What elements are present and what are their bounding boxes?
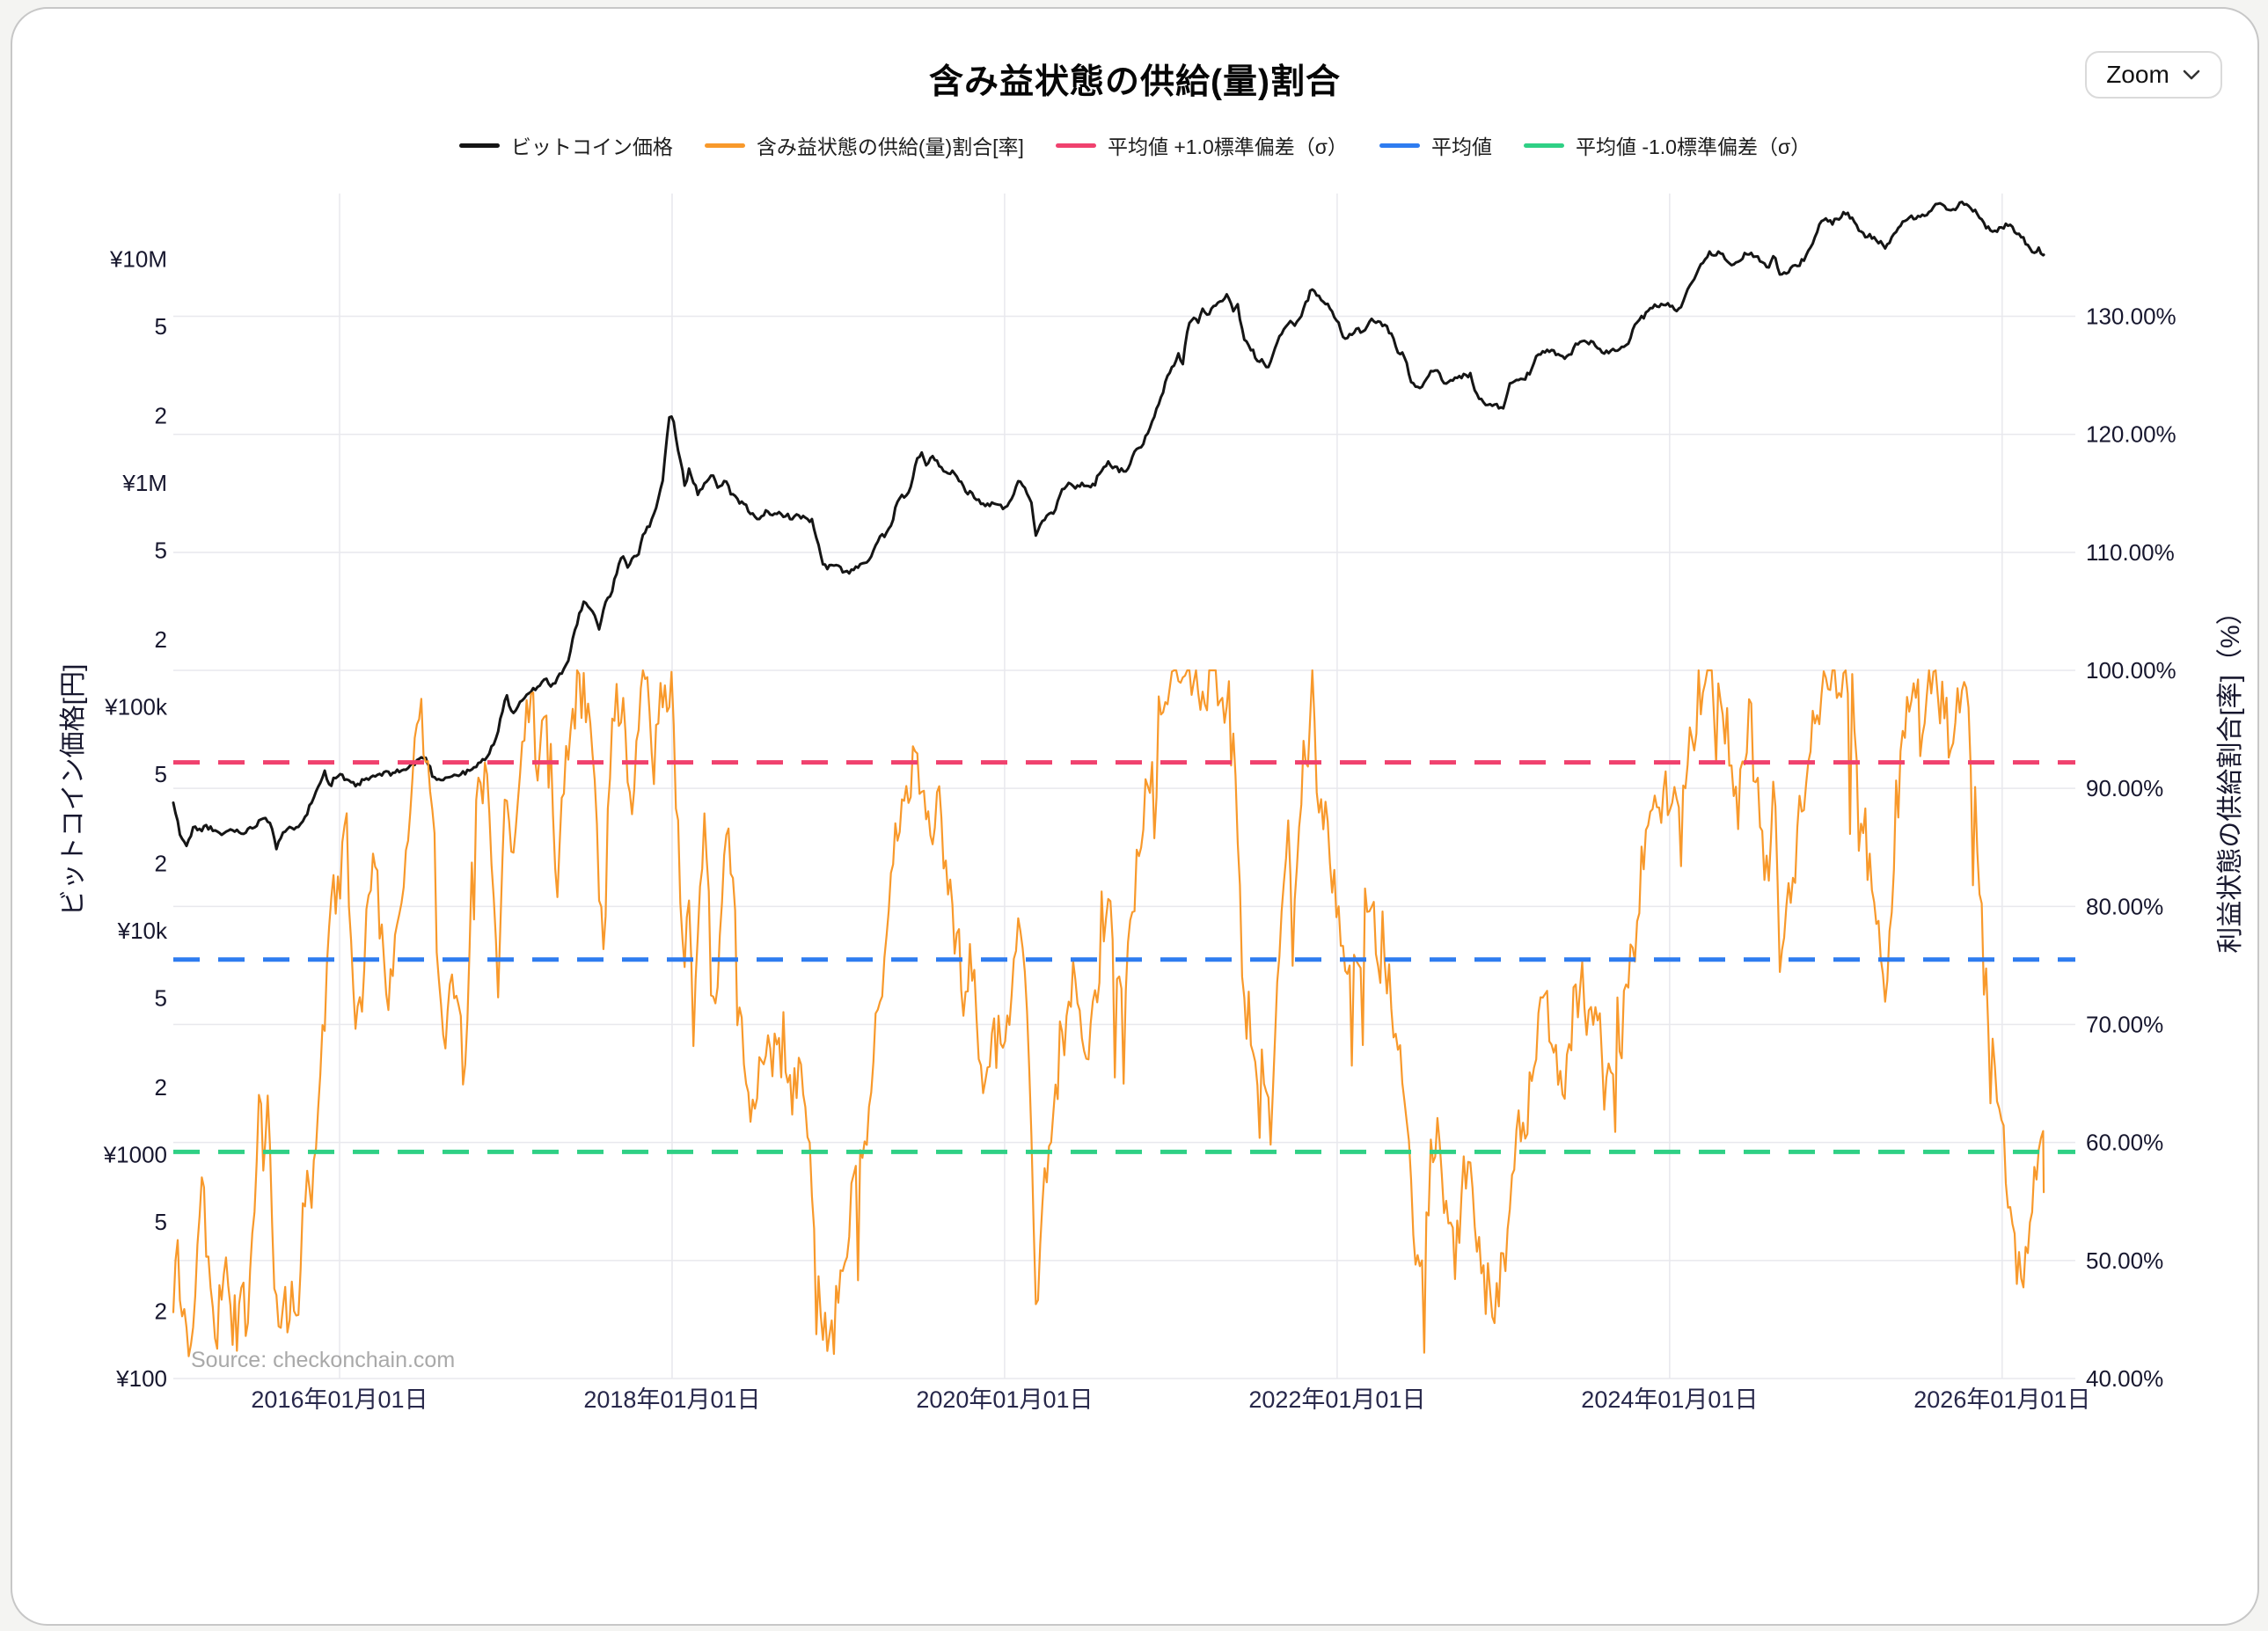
svg-text:2020年01月01日: 2020年01月01日 <box>916 1386 1093 1413</box>
svg-text:5: 5 <box>155 538 167 564</box>
svg-text:¥1M: ¥1M <box>121 470 167 496</box>
svg-text:40.00%: 40.00% <box>2086 1365 2163 1392</box>
legend-item-0[interactable]: ビットコイン価格 <box>458 130 673 160</box>
legend-item-label: 平均値 <box>1430 135 1492 158</box>
svg-text:2016年01月01日: 2016年01月01日 <box>251 1386 428 1413</box>
svg-text:100.00%: 100.00% <box>2086 657 2177 684</box>
chart-title: 含み益状態の供給(量)割合 <box>929 63 1341 101</box>
left-axis-title: ビットコイン価格[円] <box>59 663 88 917</box>
svg-text:2: 2 <box>155 626 167 653</box>
svg-text:70.00%: 70.00% <box>2086 1012 2163 1038</box>
svg-text:110.00%: 110.00% <box>2086 539 2175 566</box>
x-axis-tick-labels: 2016年01月01日 2018年01月01日 2020年01月01日 2022年01… <box>251 1386 2090 1413</box>
legend-item-3[interactable]: 平均値 <box>1379 130 1492 160</box>
source-note: Source: checkonchain.com <box>191 1348 456 1372</box>
legend-item-label: ビットコイン価格 <box>510 135 673 158</box>
svg-text:2022年01月01日: 2022年01月01日 <box>1248 1386 1425 1413</box>
svg-text:¥10k: ¥10k <box>117 918 168 944</box>
legend-item-label: 含み益状態の供給(量)割合[率] <box>756 135 1024 158</box>
legend: ビットコイン価格 含み益状態の供給(量)割合[率] 平均値 +1.0標準偏差（σ） 平… <box>12 130 2257 160</box>
svg-text:¥100: ¥100 <box>115 1365 167 1392</box>
zoom-dropdown-button[interactable]: Zoom <box>2085 51 2222 99</box>
svg-text:¥100k: ¥100k <box>104 693 168 720</box>
svg-text:90.00%: 90.00% <box>2086 775 2163 801</box>
svg-text:130.00%: 130.00% <box>2086 304 2177 330</box>
svg-text:50.00%: 50.00% <box>2086 1247 2163 1274</box>
gridlines <box>173 194 2075 1379</box>
svg-text:2: 2 <box>155 850 167 876</box>
legend-swatch-icon <box>1379 143 1420 148</box>
svg-text:2: 2 <box>155 1298 167 1324</box>
legend-item-2[interactable]: 平均値 +1.0標準偏差（σ） <box>1055 130 1348 160</box>
svg-text:5: 5 <box>155 1209 167 1235</box>
legend-swatch-icon <box>1523 143 1564 148</box>
right-axis-title: 利益状態の供給割合[率]（%） <box>2216 598 2245 954</box>
svg-text:2018年01月01日: 2018年01月01日 <box>583 1386 760 1413</box>
svg-text:¥10M: ¥10M <box>109 245 167 272</box>
zoom-button-label: Zoom <box>2106 61 2169 88</box>
legend-swatch-icon <box>1055 143 1096 148</box>
legend-item-label: 平均値 -1.0標準偏差（σ） <box>1575 135 1811 158</box>
svg-text:2: 2 <box>155 1074 167 1101</box>
legend-item-label: 平均値 +1.0標準偏差（σ） <box>1107 135 1348 158</box>
legend-item-4[interactable]: 平均値 -1.0標準偏差（σ） <box>1523 130 1811 160</box>
series-line-0 <box>172 201 2045 851</box>
svg-text:2026年01月01日: 2026年01月01日 <box>1913 1386 2090 1413</box>
svg-text:5: 5 <box>155 985 167 1012</box>
legend-swatch-icon <box>704 143 745 148</box>
svg-text:2024年01月01日: 2024年01月01日 <box>1581 1386 1758 1413</box>
legend-swatch-icon <box>458 143 500 148</box>
legend-item-1[interactable]: 含み益状態の供給(量)割合[率] <box>704 130 1024 160</box>
chevron-down-icon <box>2183 69 2200 80</box>
series-line-1 <box>172 669 2045 1357</box>
right-axis-tick-labels: 40.00% 50.00% 60.00% 70.00% 80.00% 90.00% 100.… <box>2086 304 2177 1392</box>
svg-text:80.00%: 80.00% <box>2086 893 2163 919</box>
svg-text:2: 2 <box>155 402 167 428</box>
svg-text:120.00%: 120.00% <box>2086 421 2177 448</box>
chart-card: 含み益状態の供給(量)割合 ビットコイン価格 含み益状態の供給(量)割合[率] 平均… <box>11 7 2259 1626</box>
svg-text:5: 5 <box>155 761 167 787</box>
chart-canvas[interactable]: ¥100 2 5 ¥1000 2 5 ¥10k 2 5 ¥100k 2 5 ¥1M 2 5 ¥10M 40.00… <box>12 9 2259 1626</box>
svg-text:5: 5 <box>155 313 167 340</box>
svg-text:60.00%: 60.00% <box>2086 1130 2163 1156</box>
svg-text:¥1000: ¥1000 <box>103 1141 167 1167</box>
left-axis-tick-labels: ¥100 2 5 ¥1000 2 5 ¥10k 2 5 ¥100k 2 5 ¥1M 2 5 ¥10M <box>103 245 168 1392</box>
